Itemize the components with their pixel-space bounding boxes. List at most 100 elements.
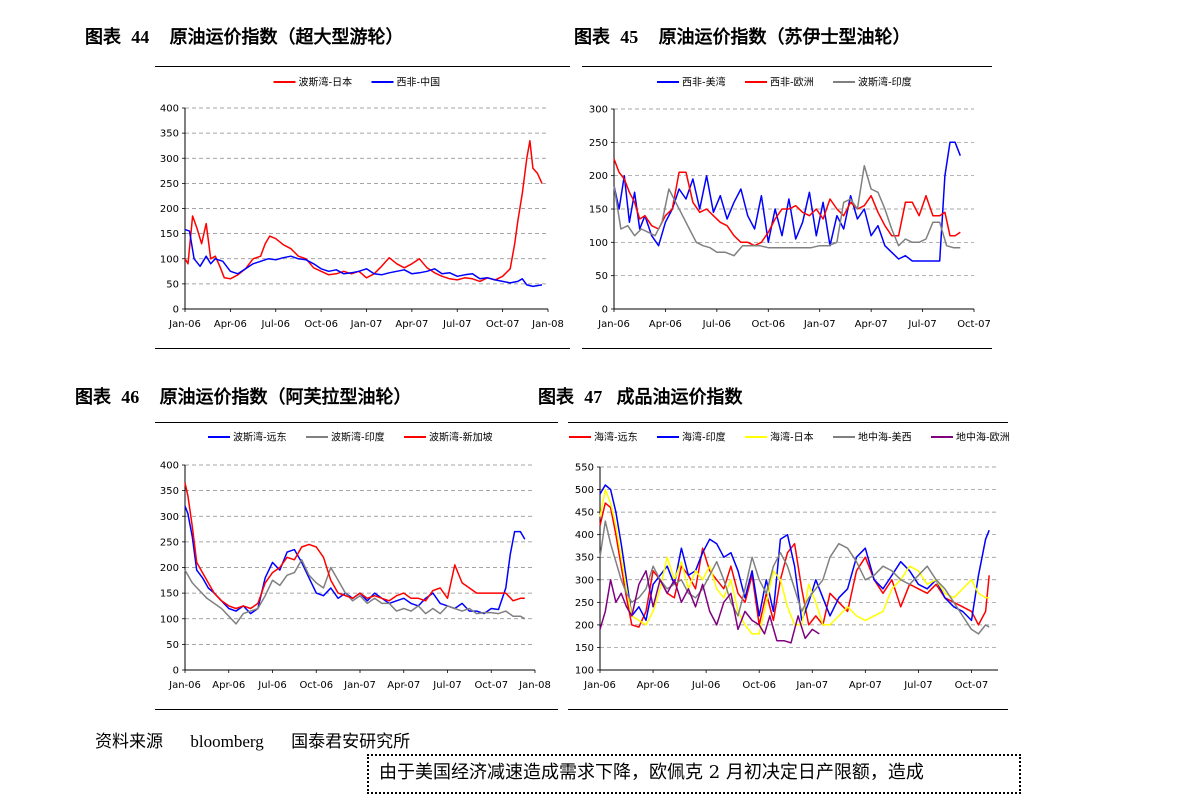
chart-46-title: 图表 46 原油运价指数（阿芙拉型油轮） xyxy=(75,383,412,409)
x-tick-label: Jul-07 xyxy=(442,319,471,330)
y-tick-label: 250 xyxy=(575,598,594,609)
x-tick-label: Jul-07 xyxy=(432,680,461,691)
series-line-3 xyxy=(599,520,990,635)
y-tick-label: 250 xyxy=(589,138,608,149)
x-tick-label: Jul-06 xyxy=(702,319,731,330)
y-tick-label: 50 xyxy=(166,279,179,290)
x-tick-label: Jan-08 xyxy=(518,680,551,691)
y-tick-label: 0 xyxy=(602,305,608,316)
y-tick-label: 350 xyxy=(160,486,179,497)
chart-46-bottom-rule xyxy=(155,709,558,710)
note-text: 由于美国经济减速造成需求下降，欧佩克 2 月初决定日产限额，造成 xyxy=(379,762,924,783)
legend-label: 海湾-印度 xyxy=(682,431,726,444)
series-line-1 xyxy=(613,158,961,247)
x-tick-label: Apr-06 xyxy=(637,680,670,691)
y-tick-label: 0 xyxy=(173,666,179,677)
figure-title: 原油运价指数（阿芙拉型油轮） xyxy=(159,387,412,408)
chart-45: 0 50 100 150 200 250 300 Jan-06 Apr-06 Jul-06 Oct-… xyxy=(589,76,991,331)
x-tick-label: Apr-06 xyxy=(212,680,245,691)
figure-label: 图表 xyxy=(75,387,111,408)
x-tick-label: Jan-06 xyxy=(168,319,201,330)
figure-number: 44 xyxy=(131,27,150,47)
series-line-2 xyxy=(599,488,990,635)
y-tick-label: 450 xyxy=(575,508,594,519)
chart-47-bottom-rule xyxy=(568,709,1008,710)
chart-47: 100 150 200 250 300 350 400 450 500 550 Jan-06 Apr-… xyxy=(569,431,1010,691)
legend-label: 波斯湾-日本 xyxy=(299,76,353,89)
y-tick-label: 50 xyxy=(166,640,179,651)
figure-title: 原油运价指数（苏伊士型油轮） xyxy=(658,27,911,48)
x-tick-label: Jul-06 xyxy=(257,680,286,691)
series-line-1 xyxy=(184,559,526,625)
x-tick-label: Jan-07 xyxy=(343,680,376,691)
y-tick-label: 350 xyxy=(160,129,179,140)
chart-47-title: 图表 47 成品油运价指数 xyxy=(538,383,743,409)
x-tick-label: Oct-07 xyxy=(955,680,989,691)
y-tick-label: 0 xyxy=(173,305,179,316)
source-label: 资料来源 xyxy=(95,732,163,752)
x-tick-label: Oct-06 xyxy=(742,680,776,691)
x-tick-label: Jul-07 xyxy=(903,680,932,691)
series-line-1 xyxy=(184,228,543,288)
x-tick-label: Jan-08 xyxy=(531,319,564,330)
x-tick-label: Oct-07 xyxy=(486,319,520,330)
legend-label: 波斯湾-印度 xyxy=(331,431,385,444)
series-line-2 xyxy=(613,164,961,257)
figure-number: 45 xyxy=(620,27,639,47)
legend-label: 波斯湾-远东 xyxy=(233,431,287,444)
chart-45-title: 图表 45 原油运价指数（苏伊士型油轮） xyxy=(574,23,911,49)
series-line-0 xyxy=(613,141,961,262)
y-tick-label: 400 xyxy=(575,530,594,541)
x-tick-label: Jan-07 xyxy=(795,680,828,691)
y-tick-label: 50 xyxy=(595,271,608,282)
y-tick-label: 250 xyxy=(160,537,179,548)
y-tick-label: 150 xyxy=(575,643,594,654)
y-tick-label: 350 xyxy=(575,553,594,564)
series-line-0 xyxy=(599,502,990,628)
x-tick-label: Apr-06 xyxy=(649,319,682,330)
y-tick-label: 250 xyxy=(160,179,179,190)
x-tick-label: Oct-07 xyxy=(957,319,991,330)
chart-44-top-rule xyxy=(155,66,570,67)
figure-title: 原油运价指数（超大型游轮） xyxy=(169,27,404,48)
chart-45-bottom-rule xyxy=(582,348,992,349)
chart-44-title: 图表 44 原油运价指数（超大型游轮） xyxy=(85,23,404,49)
source-institute: 国泰君安研究所 xyxy=(291,732,411,752)
figure-label: 图表 xyxy=(538,387,574,408)
x-tick-label: Jan-06 xyxy=(597,319,630,330)
legend-label: 波斯湾-印度 xyxy=(858,76,912,89)
legend-label: 地中海-美西 xyxy=(858,431,912,444)
chart-45-top-rule xyxy=(582,66,992,67)
figure-number: 46 xyxy=(121,387,140,407)
x-tick-label: Oct-06 xyxy=(304,319,338,330)
y-tick-label: 200 xyxy=(160,563,179,574)
y-tick-label: 300 xyxy=(575,575,594,586)
legend-label: 地中海-欧洲 xyxy=(956,431,1010,444)
y-tick-label: 150 xyxy=(160,589,179,600)
source-vendor: bloomberg xyxy=(190,732,264,751)
y-tick-label: 200 xyxy=(575,620,594,631)
x-tick-label: Oct-06 xyxy=(299,680,333,691)
y-tick-label: 150 xyxy=(160,229,179,240)
legend-label: 西非-中国 xyxy=(397,76,441,89)
figure-number: 47 xyxy=(584,387,603,407)
chart-46: 0 50 100 150 200 250 300 350 400 Jan-06 Apr-06 Jul-… xyxy=(160,431,551,692)
x-tick-label: Jul-06 xyxy=(691,680,720,691)
chart-47-top-rule xyxy=(568,422,1008,423)
y-tick-label: 300 xyxy=(160,154,179,165)
note-box: 由于美国经济减速造成需求下降，欧佩克 2 月初决定日产限额，造成 xyxy=(367,754,1021,794)
x-tick-label: Jan-07 xyxy=(803,319,836,330)
legend-label: 西非-美湾 xyxy=(682,76,726,89)
series-line-1 xyxy=(599,484,990,622)
x-tick-label: Jan-07 xyxy=(350,319,383,330)
legend-label: 波斯湾-新加坡 xyxy=(429,431,493,444)
x-tick-label: Apr-07 xyxy=(849,680,882,691)
x-tick-label: Apr-07 xyxy=(387,680,420,691)
y-tick-label: 100 xyxy=(160,254,179,265)
y-tick-label: 300 xyxy=(589,105,608,116)
x-tick-label: Jan-06 xyxy=(583,680,616,691)
series-line-4 xyxy=(599,570,820,644)
x-tick-label: Oct-06 xyxy=(751,319,785,330)
figure-label: 图表 xyxy=(574,27,610,48)
figure-title: 成品油运价指数 xyxy=(616,387,743,408)
